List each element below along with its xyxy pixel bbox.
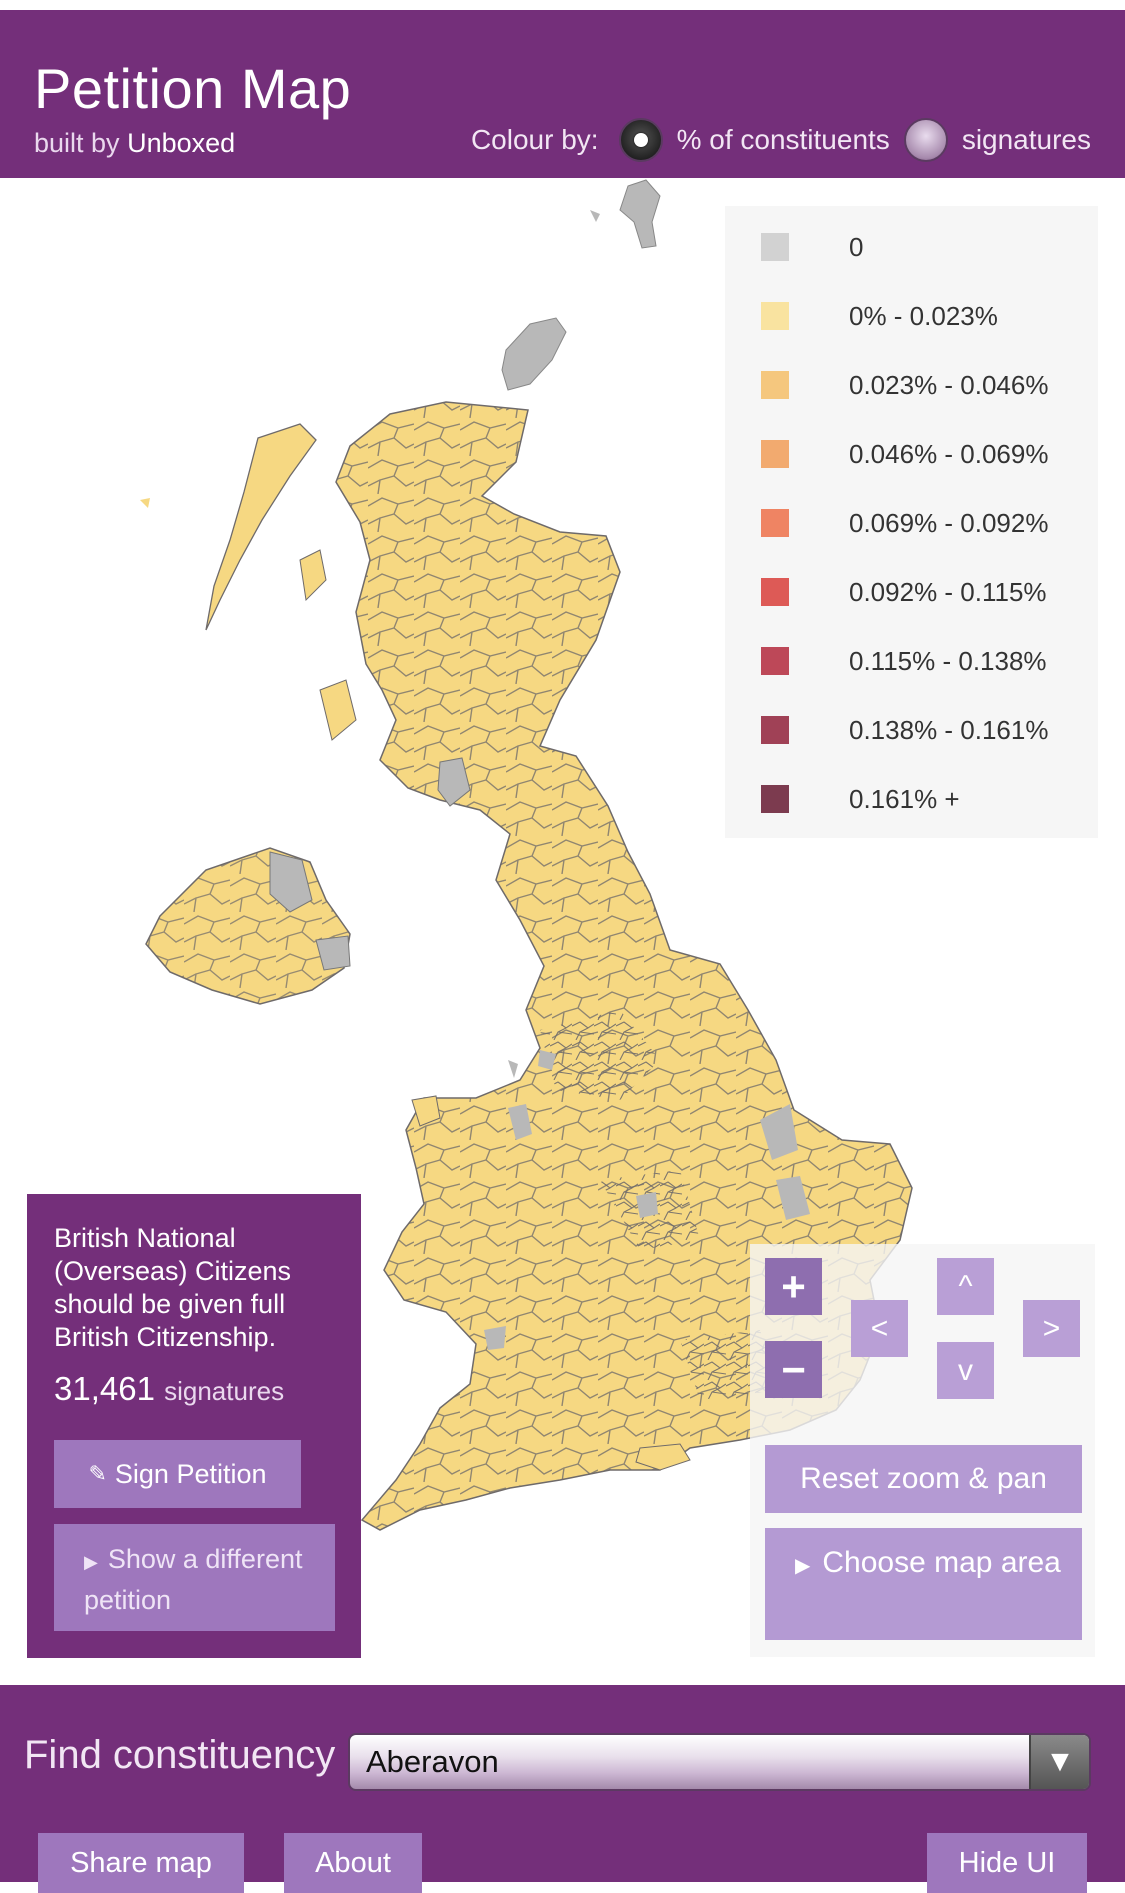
map-controls: + − ^ < > v Reset zoom & pan ▶ Choose map… [750, 1244, 1095, 1657]
chevron-up-icon: ^ [958, 1269, 973, 1303]
map-legend: 0 0% - 0.023% 0.023% - 0.046% 0.046% - 0… [725, 206, 1098, 838]
legend-item: 0.092% - 0.115% [761, 576, 1047, 608]
zoom-in-button[interactable]: + [765, 1258, 822, 1315]
colour-by-label: Colour by: [470, 124, 599, 155]
legend-item: 0.069% - 0.092% [761, 507, 1048, 539]
legend-swatch [761, 233, 789, 261]
chevron-left-icon: < [870, 1311, 889, 1345]
orkney-islands[interactable] [501, 317, 567, 391]
show-different-petition-button[interactable]: ▶ Show a different petition [54, 1524, 335, 1631]
isle-of-wight[interactable] [635, 1443, 691, 1471]
sign-petition-button[interactable]: ✎ Sign Petition [54, 1440, 301, 1508]
sign-petition-label: Sign Petition [114, 1458, 267, 1489]
footer-bar: Find constituency Aberavon ▼ Share map A… [0, 1685, 1125, 1893]
triangle-right-icon: ▶ [84, 1552, 98, 1572]
legend-swatch [761, 716, 789, 744]
radio-signatures-label[interactable]: signatures [961, 124, 1091, 155]
built-by-credit: built by Unboxed [34, 128, 235, 159]
share-map-button[interactable]: Share map [38, 1833, 244, 1893]
legend-label: 0.092% - 0.115% [849, 576, 1047, 607]
signature-count: 31,461 signatures [54, 1370, 284, 1408]
legend-label: 0.069% - 0.092% [849, 507, 1049, 538]
legend-swatch [761, 785, 789, 813]
legend-label: 0.023% - 0.046% [849, 369, 1049, 400]
hide-ui-label: Hide UI [958, 1846, 1056, 1879]
colour-by-selector: Colour by: % of constituents signatures [471, 118, 1091, 162]
legend-label: 0.046% - 0.069% [849, 438, 1049, 469]
legend-item: 0% - 0.023% [761, 300, 998, 332]
signature-count-unit: signatures [164, 1376, 285, 1406]
legend-label: 0 [849, 231, 864, 262]
pan-up-button[interactable]: ^ [937, 1258, 994, 1315]
shetland-islands[interactable] [590, 179, 661, 249]
radio-signatures[interactable] [903, 118, 948, 162]
pan-right-button[interactable]: > [1023, 1300, 1080, 1357]
legend-item: 0.023% - 0.046% [761, 369, 1048, 401]
about-label: About [315, 1846, 391, 1879]
legend-item: 0.046% - 0.069% [761, 438, 1048, 470]
legend-item: 0.138% - 0.161% [761, 714, 1048, 746]
legend-swatch [761, 302, 789, 330]
legend-label: 0.115% - 0.138% [849, 645, 1047, 676]
reset-zoom-pan-label: Reset zoom & pan [800, 1462, 1047, 1495]
radio-percent-label[interactable]: % of constituents [676, 124, 890, 155]
legend-item: 0.115% - 0.138% [761, 645, 1047, 677]
petition-title: British National (Overseas) Citizens sho… [54, 1223, 292, 1352]
reset-zoom-pan-button[interactable]: Reset zoom & pan [765, 1445, 1082, 1513]
minus-icon: − [781, 1345, 806, 1393]
pan-down-button[interactable]: v [937, 1342, 994, 1399]
anglesey[interactable] [411, 1095, 441, 1127]
choose-map-area-button[interactable]: ▶ Choose map area [765, 1528, 1082, 1640]
share-map-label: Share map [70, 1846, 212, 1879]
brand-link[interactable]: Unboxed [127, 128, 236, 158]
triangle-right-icon: ▶ [795, 1555, 811, 1577]
legend-swatch [761, 578, 789, 606]
choose-map-area-label: Choose map area [822, 1546, 1061, 1579]
plus-icon: + [781, 1262, 806, 1310]
dropdown-arrow-icon: ▼ [1029, 1735, 1089, 1789]
northern-ireland[interactable] [145, 847, 351, 1005]
constituency-select-value: Aberavon [366, 1744, 499, 1779]
find-constituency-label: Find constituency [24, 1733, 336, 1777]
built-by-label: built by [34, 128, 120, 158]
show-different-petition-label: Show a different petition [84, 1544, 303, 1615]
about-button[interactable]: About [284, 1833, 422, 1893]
pan-left-button[interactable]: < [851, 1300, 908, 1357]
hide-ui-button[interactable]: Hide UI [927, 1833, 1087, 1893]
legend-item: 0.161% + [761, 783, 960, 815]
western-isles[interactable] [140, 423, 357, 741]
legend-item: 0 [761, 231, 863, 263]
legend-swatch [761, 440, 789, 468]
pencil-icon: ✎ [88, 1461, 107, 1486]
zoom-out-button[interactable]: − [765, 1341, 822, 1398]
chevron-right-icon: > [1042, 1311, 1061, 1345]
chevron-down-icon: v [958, 1353, 973, 1387]
legend-label: 0.161% + [849, 783, 960, 814]
legend-swatch [761, 371, 789, 399]
petition-panel: British National (Overseas) Citizens sho… [27, 1194, 361, 1658]
legend-label: 0% - 0.023% [849, 300, 998, 331]
constituency-select[interactable]: Aberavon ▼ [348, 1733, 1091, 1791]
legend-label: 0.138% - 0.161% [849, 714, 1049, 745]
radio-percent-constituents[interactable] [618, 118, 663, 162]
page-title: Petition Map [34, 57, 352, 120]
legend-swatch [761, 509, 789, 537]
app-header: Petition Map built by Unboxed Colour by:… [0, 10, 1125, 178]
signature-count-value: 31,461 [54, 1370, 155, 1407]
legend-swatch [761, 647, 789, 675]
